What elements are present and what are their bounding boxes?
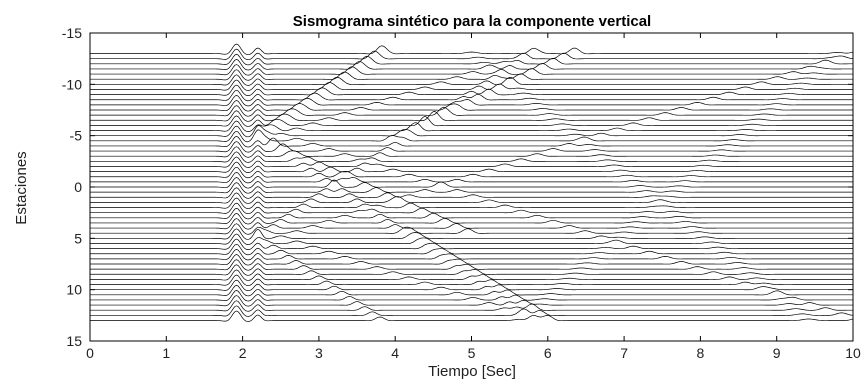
y-tick-label: 10 <box>66 282 82 298</box>
seismogram-trace <box>90 84 853 96</box>
seismogram-trace <box>90 136 853 148</box>
x-tick-label: 6 <box>544 345 552 361</box>
seismogram-trace <box>90 105 853 117</box>
seismogram-trace <box>90 156 853 168</box>
y-tick-label: 15 <box>66 333 82 349</box>
seismogram-trace <box>90 141 853 153</box>
seismogram-trace <box>90 300 853 312</box>
seismogram-trace <box>90 59 853 71</box>
seismogram-trace <box>90 290 853 302</box>
seismogram-trace <box>90 146 853 158</box>
seismogram-trace <box>90 233 853 245</box>
axis-ticks: 0 1 2 3 4 5 6 7 8 9 10 -15 -10 -5 0 5 10 15 <box>62 25 861 361</box>
y-tick-label: 0 <box>74 179 82 195</box>
seismogram-trace <box>90 120 853 132</box>
y-tick-label: -15 <box>62 25 82 41</box>
seismogram-trace <box>90 248 853 261</box>
seismogram-trace <box>90 151 853 163</box>
seismogram-trace <box>90 264 853 276</box>
x-tick-label: 0 <box>86 345 94 361</box>
seismogram-trace <box>90 79 853 91</box>
seismogram-trace <box>90 110 853 122</box>
y-tick-label: -10 <box>62 76 82 92</box>
seismogram-trace <box>90 279 853 292</box>
seismogram-trace <box>90 161 853 173</box>
seismogram-trace <box>90 274 853 286</box>
seismogram-trace <box>90 69 853 81</box>
seismogram-trace <box>90 254 853 266</box>
seismogram-trace <box>90 207 853 220</box>
y-tick-label: -5 <box>70 128 83 144</box>
seismogram-trace <box>90 125 853 138</box>
seismogram-trace <box>90 187 853 199</box>
seismogram-trace <box>90 197 853 209</box>
seismogram-trace <box>90 115 853 127</box>
seismogram-trace <box>90 171 853 184</box>
x-tick-label: 8 <box>697 345 705 361</box>
x-tick-label: 9 <box>773 345 781 361</box>
seismogram-trace <box>90 202 853 215</box>
seismogram-trace <box>90 238 853 250</box>
seismogram-trace <box>90 43 854 55</box>
y-tick-label: 5 <box>74 230 82 246</box>
seismogram-trace <box>90 177 853 189</box>
seismogram-trace <box>90 64 853 76</box>
seismogram-trace <box>90 129 853 143</box>
seismogram-trace <box>90 89 853 102</box>
seismogram-trace <box>90 228 853 240</box>
seismogram-trace <box>90 295 853 307</box>
seismogram-trace <box>90 94 853 107</box>
x-axis-label: Tiempo [Sec] <box>428 363 516 380</box>
x-tick-label: 5 <box>468 345 476 361</box>
seismogram-trace <box>90 213 853 225</box>
seismogram-traces <box>90 43 854 322</box>
seismogram-trace <box>90 48 854 61</box>
chart-title: Sismograma sintético para la componente … <box>293 13 651 30</box>
x-tick-label: 4 <box>391 345 399 361</box>
seismogram-trace <box>90 192 853 204</box>
seismogram-trace <box>90 166 853 179</box>
seismogram-trace <box>90 74 853 86</box>
seismogram-trace <box>90 223 853 235</box>
x-tick-label: 3 <box>315 345 323 361</box>
x-tick-label: 7 <box>620 345 628 361</box>
seismogram-trace <box>90 218 853 230</box>
seismogram-trace <box>90 53 854 66</box>
seismogram-trace <box>90 182 853 194</box>
seismogram-trace <box>90 259 853 271</box>
seismogram-trace <box>90 243 853 256</box>
x-tick-label: 2 <box>239 345 247 361</box>
seismogram-trace <box>90 100 853 112</box>
seismogram-trace <box>90 305 854 317</box>
x-tick-label: 1 <box>162 345 170 361</box>
seismogram-trace <box>90 284 853 297</box>
seismogram-trace <box>90 310 854 322</box>
x-tick-label: 10 <box>845 345 861 361</box>
y-axis-label: Estaciones <box>13 151 30 224</box>
seismogram-trace <box>90 269 853 281</box>
